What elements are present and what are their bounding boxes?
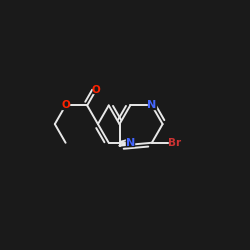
Text: N: N — [147, 100, 156, 110]
Bar — [93, 86, 100, 93]
Bar — [169, 139, 180, 146]
Text: O: O — [92, 84, 101, 94]
Bar — [62, 102, 69, 109]
Bar — [126, 139, 134, 146]
Text: N: N — [126, 138, 135, 148]
Text: Br: Br — [168, 138, 181, 148]
Text: O: O — [61, 100, 70, 110]
Bar — [148, 102, 156, 109]
